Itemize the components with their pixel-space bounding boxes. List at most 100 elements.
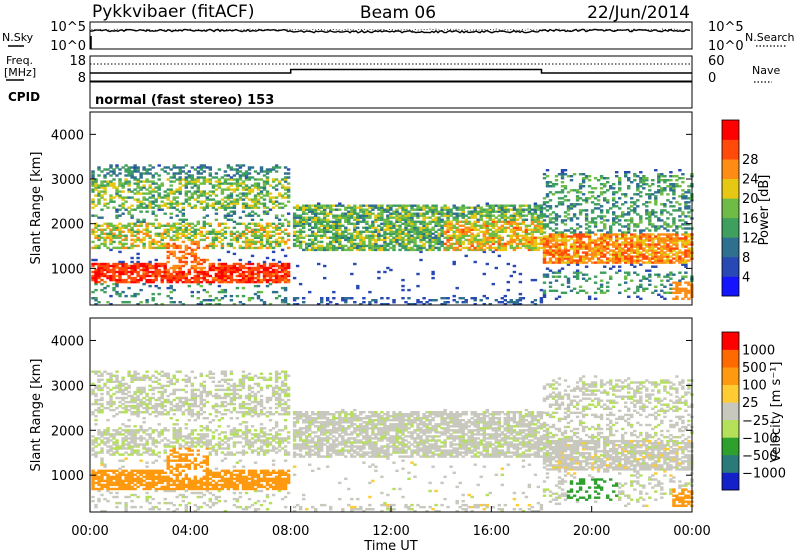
heatmap-cell (197, 261, 200, 263)
heatmap-cell (311, 205, 314, 207)
heatmap-cell (534, 217, 537, 219)
heatmap-cell (546, 205, 549, 207)
heatmap-cell (97, 281, 100, 283)
heatmap-cell (227, 174, 230, 176)
heatmap-cell (124, 235, 127, 237)
heatmap-cell (152, 223, 155, 225)
heatmap-cell (669, 179, 672, 181)
heatmap-cell (462, 297, 465, 299)
heatmap-cell (612, 211, 615, 213)
heatmap-cell (182, 261, 185, 263)
heatmap-cell (419, 213, 422, 215)
heatmap-cell (672, 282, 675, 284)
heatmap-cell (540, 205, 543, 207)
heatmap-cell (305, 205, 308, 207)
heatmap-cell (555, 227, 558, 229)
heatmap-cell (278, 237, 281, 239)
heatmap-cell (428, 221, 431, 223)
heatmap-cell (675, 251, 678, 253)
heatmap-cell (615, 215, 618, 217)
heatmap-cell (197, 229, 200, 231)
heatmap-cell (269, 241, 272, 243)
heatmap-cell (133, 209, 136, 211)
heatmap-cell (419, 259, 422, 261)
heatmap-cell (597, 237, 600, 239)
heatmap-cell (639, 171, 642, 173)
heatmap-cell (669, 284, 672, 286)
heatmap-cell (425, 211, 428, 213)
heatmap-cell (254, 223, 257, 225)
heatmap-cell (118, 190, 121, 192)
heatmap-cell (299, 283, 302, 285)
heatmap-cell (161, 182, 164, 184)
heatmap-cell (106, 172, 109, 174)
heatmap-cell (206, 203, 209, 205)
heatmap-cell (504, 243, 507, 245)
heatmap-cell (236, 198, 239, 200)
heatmap-cell (148, 235, 151, 237)
heatmap-cell (272, 241, 275, 243)
heatmap-cell (209, 299, 212, 301)
heatmap-cell (624, 193, 627, 195)
heatmap-cell (142, 184, 145, 186)
heatmap-cell (413, 239, 416, 241)
heatmap-cell (582, 193, 585, 195)
heatmap-cell (549, 270, 552, 272)
heatmap-cell (136, 279, 139, 281)
heatmap-cell (121, 166, 124, 168)
heatmap-cell (121, 231, 124, 233)
heatmap-cell (510, 275, 513, 277)
heatmap-cell (97, 476, 100, 478)
heatmap-cell (97, 375, 100, 377)
heatmap-cell (203, 164, 206, 166)
noise-left-tick-bottom: 10^0 (50, 39, 86, 54)
heatmap-cell (567, 191, 570, 193)
heatmap-cell (152, 188, 155, 190)
heatmap-cell (621, 241, 624, 243)
heatmap-cell (600, 280, 603, 282)
heatmap-cell (121, 213, 124, 215)
heatmap-cell (678, 177, 681, 179)
heatmap-cell (197, 277, 200, 279)
heatmap-cell (645, 205, 648, 207)
heatmap-cell (112, 225, 115, 227)
heatmap-cell (248, 176, 251, 178)
heatmap-cell (678, 249, 681, 251)
heatmap-cell (155, 198, 158, 200)
heatmap-cell (278, 261, 281, 263)
heatmap-cell (284, 241, 287, 243)
heatmap-cell (155, 263, 158, 265)
heatmap-cell (612, 233, 615, 235)
power-colorbar-swatch (722, 237, 739, 257)
heatmap-cell (284, 229, 287, 231)
heatmap-cell (633, 259, 636, 261)
heatmap-cell (341, 297, 344, 299)
heatmap-cell (91, 291, 94, 293)
heatmap-cell (660, 187, 663, 189)
heatmap-cell (188, 229, 191, 231)
heatmap-cell (564, 229, 567, 231)
heatmap-cell (597, 199, 600, 201)
heatmap-cell (672, 257, 675, 259)
heatmap-cell (534, 237, 537, 239)
heatmap-cell (585, 175, 588, 177)
heatmap-cell (227, 182, 230, 184)
heatmap-cell (170, 213, 173, 215)
heatmap-cell (573, 239, 576, 241)
heatmap-cell (639, 264, 642, 266)
heatmap-cell (507, 281, 510, 283)
heatmap-cell (582, 185, 585, 187)
heatmap-cell (142, 229, 145, 231)
heatmap-cell (233, 253, 236, 255)
heatmap-cell (233, 247, 236, 249)
heatmap-cell (94, 482, 97, 484)
heatmap-cell (263, 211, 266, 213)
heatmap-cell (422, 213, 425, 215)
heatmap-cell (474, 207, 477, 209)
heatmap-cell (248, 297, 251, 299)
heatmap-cell (161, 275, 164, 277)
heatmap-cell (687, 205, 690, 207)
heatmap-cell (546, 235, 549, 237)
heatmap-cell (209, 295, 212, 297)
heatmap-cell (606, 290, 609, 292)
